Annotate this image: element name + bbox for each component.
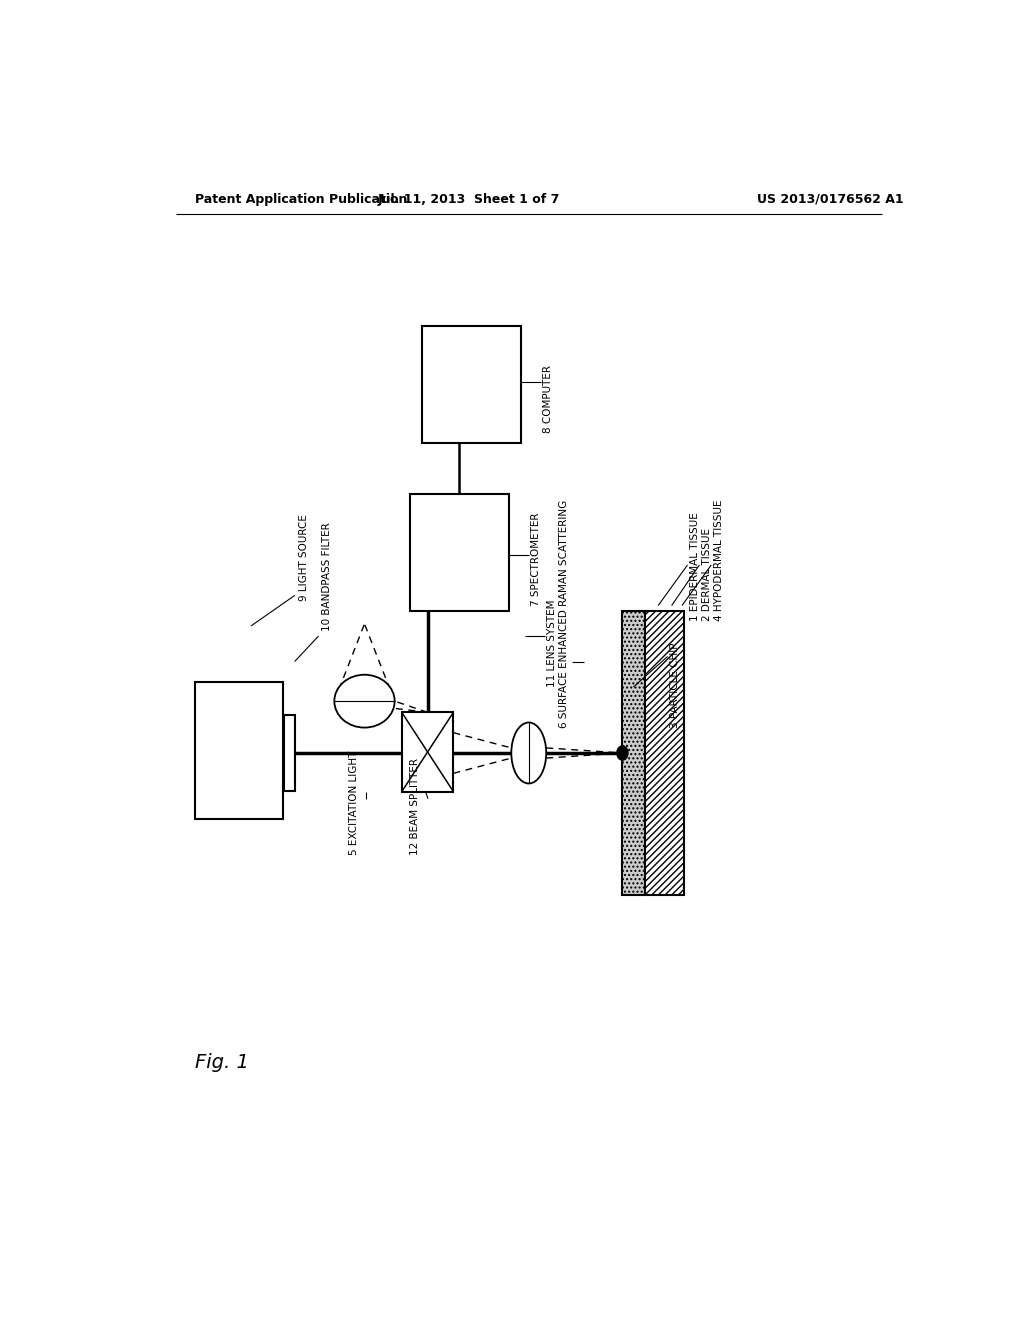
Text: 12 BEAM SPLITTER: 12 BEAM SPLITTER	[410, 758, 420, 854]
Circle shape	[616, 746, 628, 760]
Bar	[285, 715, 295, 791]
Text: Jul. 11, 2013  Sheet 1 of 7: Jul. 11, 2013 Sheet 1 of 7	[378, 193, 560, 206]
Bar	[401, 713, 454, 792]
Text: 9 LIGHT SOURCE: 9 LIGHT SOURCE	[299, 513, 308, 601]
Text: Patent Application Publication: Patent Application Publication	[196, 193, 408, 206]
Text: 8 COMPUTER: 8 COMPUTER	[543, 364, 553, 433]
Ellipse shape	[334, 675, 394, 727]
Text: Fig. 1: Fig. 1	[196, 1053, 249, 1072]
Text: US 2013/0176562 A1: US 2013/0176562 A1	[757, 193, 903, 206]
Text: 2 DERMAL TISSUE: 2 DERMAL TISSUE	[701, 528, 712, 620]
Text: 5 EXCITATION LIGHT: 5 EXCITATION LIGHT	[348, 750, 358, 854]
Ellipse shape	[511, 722, 546, 784]
Bar	[196, 682, 283, 818]
Text: 11 LENS SYSTEM: 11 LENS SYSTEM	[547, 599, 557, 686]
Text: 3 PARTICLE CHIP: 3 PARTICLE CHIP	[670, 642, 680, 727]
Text: 6 SURFACE ENHANCED RAMAN SCATTERING: 6 SURFACE ENHANCED RAMAN SCATTERING	[559, 499, 569, 727]
Text: 4 HYPODERMAL TISSUE: 4 HYPODERMAL TISSUE	[714, 499, 724, 620]
Bar	[410, 494, 509, 611]
Text: 7 SPECTROMETER: 7 SPECTROMETER	[531, 512, 541, 606]
Text: 1 EPIDERMAL TISSUE: 1 EPIDERMAL TISSUE	[690, 512, 699, 620]
Text: 10 BANDPASS FILTER: 10 BANDPASS FILTER	[323, 523, 333, 631]
Bar	[422, 326, 521, 444]
Bar	[645, 611, 684, 895]
Bar	[622, 611, 645, 895]
